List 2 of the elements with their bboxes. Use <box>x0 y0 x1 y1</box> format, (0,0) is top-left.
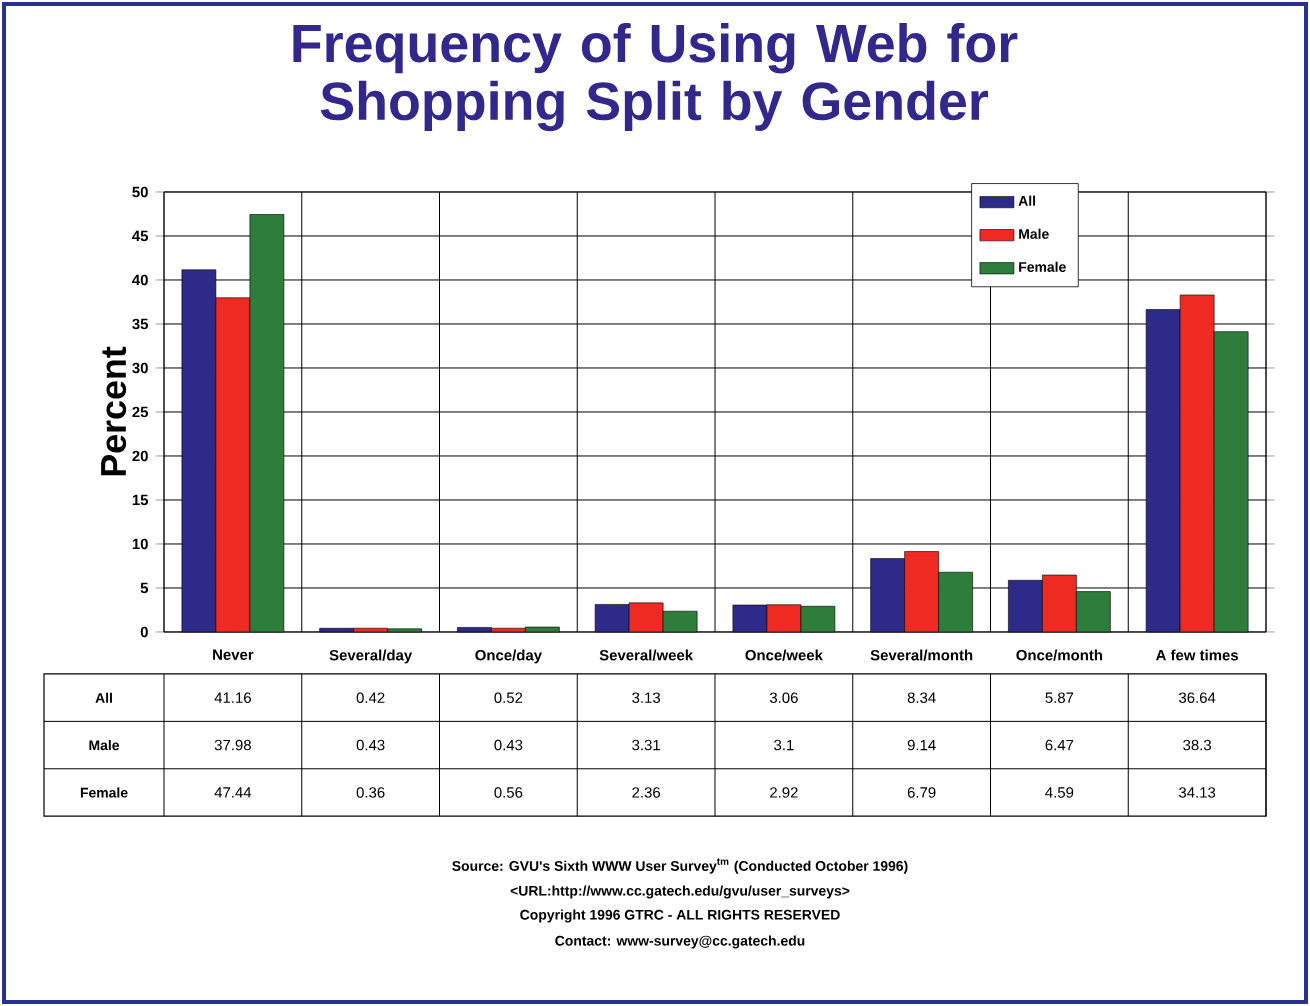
y-axis-title: Percent <box>101 346 127 476</box>
chart-title: Frequency of Using Web for Shopping Split by Gender <box>293 23 1018 132</box>
